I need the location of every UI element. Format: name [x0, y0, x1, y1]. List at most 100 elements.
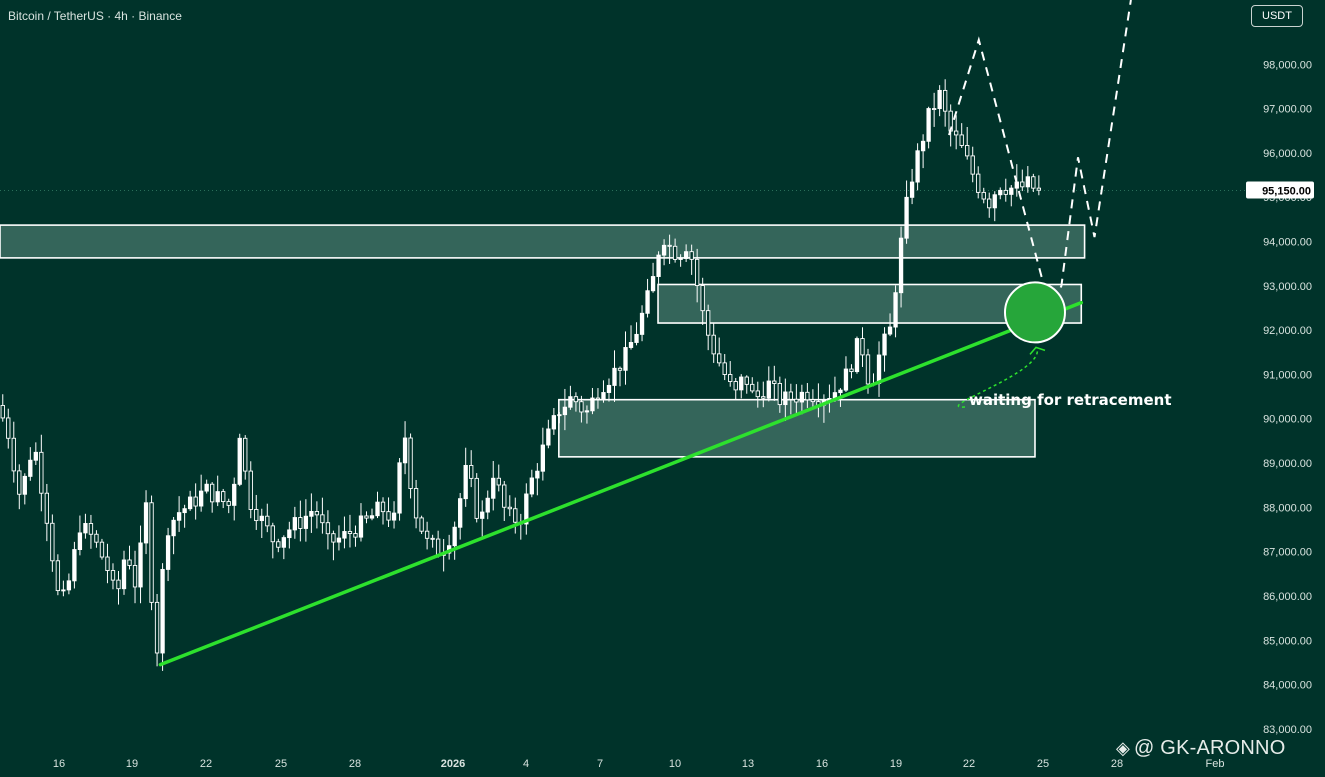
candle-body — [689, 251, 694, 260]
candle-body — [270, 525, 275, 543]
zones-layer — [0, 224, 1086, 458]
candle-body — [221, 491, 226, 503]
candle-body — [88, 523, 94, 535]
candle-body — [226, 501, 231, 506]
candle-body — [772, 380, 777, 384]
candle-body — [634, 333, 639, 343]
candle-body — [28, 459, 33, 477]
candle-body — [165, 535, 171, 570]
candle-body — [1009, 187, 1014, 195]
y-tick-label: 96,000.00 — [1263, 148, 1312, 160]
candle-body — [683, 251, 689, 259]
candle-body — [55, 560, 61, 592]
candle-body — [160, 568, 165, 654]
y-axis[interactable]: 83,000.00 84,000.00 85,000.00 86,000.00 87,0… — [1263, 59, 1312, 736]
candle-body — [397, 462, 402, 514]
candle-body — [72, 549, 77, 582]
candle-body — [926, 108, 931, 142]
candle-body — [981, 191, 986, 200]
candle-body — [998, 189, 1003, 196]
x-tick-label: Feb — [1206, 758, 1225, 770]
candle-body — [419, 517, 424, 532]
candle-body — [254, 509, 259, 522]
y-tick-label: 89,000.00 — [1263, 458, 1312, 470]
candle-body — [402, 437, 408, 464]
candle-body — [33, 451, 38, 461]
y-tick-label: 98,000.00 — [1263, 59, 1312, 71]
candle-body — [193, 496, 198, 507]
y-tick-label: 92,000.00 — [1263, 325, 1312, 337]
candle-body — [331, 533, 336, 543]
candle-body — [766, 380, 771, 399]
candle-body — [116, 579, 121, 590]
lower-demand-zone — [558, 398, 1036, 458]
candle-body — [546, 428, 551, 446]
candle-body — [656, 254, 661, 277]
candle-body — [584, 410, 590, 413]
candle-body — [6, 417, 11, 439]
candle-body — [259, 515, 264, 522]
current-price-tag-bg — [1246, 181, 1314, 199]
candle-body — [121, 559, 127, 590]
candle-body — [865, 354, 871, 385]
projection-path[interactable] — [948, 0, 1132, 311]
candle-body — [458, 498, 463, 528]
y-tick-label: 84,000.00 — [1263, 680, 1312, 692]
candle-body — [292, 517, 298, 531]
x-tick-label: 28 — [349, 758, 361, 770]
candle-body — [287, 529, 292, 539]
candle-body — [711, 334, 716, 355]
x-tick-label: 22 — [200, 758, 212, 770]
candle-body — [728, 374, 733, 382]
candle-body — [391, 512, 397, 521]
candle-body — [617, 367, 623, 371]
candle-body — [882, 333, 887, 356]
target-circle[interactable] — [1003, 281, 1066, 344]
x-tick-label: 16 — [53, 758, 65, 770]
candle-body — [380, 501, 386, 513]
candle-body — [143, 502, 149, 544]
candle-body — [761, 396, 766, 399]
candle-body — [0, 404, 5, 419]
candle-body — [237, 437, 242, 485]
x-tick-label: 16 — [816, 758, 828, 770]
y-tick-label: 83,000.00 — [1263, 724, 1312, 736]
candle-body — [513, 508, 518, 523]
candle-body — [94, 533, 99, 543]
candle-body — [893, 292, 898, 328]
candle-body — [992, 194, 997, 209]
candle-body — [628, 342, 634, 348]
candles-layer — [0, 79, 1042, 671]
candle-body — [413, 488, 419, 519]
x-axis[interactable]: 16 19 22 25 28 2026 4 7 10 13 16 19 22 25 28 Feb — [53, 758, 1225, 770]
candle-body — [694, 258, 700, 287]
candle-body — [524, 493, 529, 525]
candle-body — [430, 537, 435, 540]
candle-body — [149, 502, 154, 603]
candle-body — [336, 537, 342, 543]
x-tick-label: 19 — [890, 758, 902, 770]
candle-body — [204, 483, 209, 492]
candle-body — [579, 401, 584, 413]
candle-body — [496, 477, 501, 486]
candle-body — [876, 354, 882, 384]
candle-body — [535, 470, 540, 479]
candle-body — [573, 396, 579, 403]
upper-resistance-zone — [0, 224, 1086, 259]
currency-badge[interactable]: USDT — [1251, 5, 1303, 27]
candle-body — [435, 538, 441, 556]
candle-body — [281, 537, 286, 548]
candle-body — [83, 523, 88, 534]
annotation-arrow — [957, 348, 1038, 408]
candle-body — [965, 145, 970, 157]
current-price-tag: 95,150.00 — [1246, 181, 1314, 199]
candle-body — [463, 465, 468, 500]
candle-body — [99, 541, 105, 558]
candle-body — [210, 483, 215, 503]
candle-body — [232, 483, 237, 506]
candle-body — [755, 390, 760, 398]
ascending-trendline[interactable] — [158, 300, 1084, 667]
x-tick-label: 4 — [523, 758, 529, 770]
candle-body — [606, 384, 612, 393]
